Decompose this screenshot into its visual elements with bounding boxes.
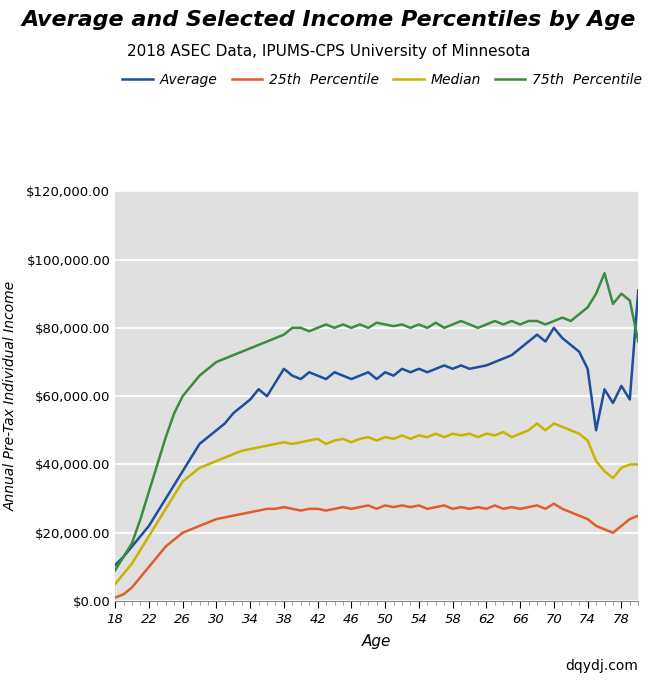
Average — [255, 385, 263, 393]
Y-axis label: Annual Pre-Tax Individual Income: Annual Pre-Tax Individual Income — [4, 281, 18, 511]
25th  Percentile — [272, 505, 280, 513]
75th  Percentile — [372, 318, 380, 327]
25th  Percentile — [255, 507, 263, 515]
75th  Percentile — [626, 296, 634, 305]
Text: Average and Selected Income Percentiles by Age: Average and Selected Income Percentiles … — [22, 10, 636, 30]
75th  Percentile — [255, 341, 263, 349]
Median — [272, 440, 280, 448]
Average — [474, 363, 482, 372]
Average — [272, 378, 280, 387]
Median — [533, 419, 541, 428]
75th  Percentile — [356, 320, 364, 329]
75th  Percentile — [601, 269, 609, 277]
Legend: Average, 25th  Percentile, Median, 75th  Percentile: Average, 25th Percentile, Median, 75th P… — [117, 67, 647, 92]
Average — [356, 372, 364, 380]
Average — [111, 561, 119, 570]
25th  Percentile — [356, 503, 364, 511]
Median — [111, 580, 119, 588]
25th  Percentile — [372, 505, 380, 513]
Line: 25th  Percentile: 25th Percentile — [115, 504, 638, 598]
Median — [474, 433, 482, 441]
Median — [634, 460, 642, 469]
25th  Percentile — [634, 512, 642, 520]
Line: Median: Median — [115, 423, 638, 584]
25th  Percentile — [474, 503, 482, 511]
75th  Percentile — [474, 324, 482, 332]
Line: Average: Average — [115, 290, 638, 566]
Median — [356, 434, 364, 443]
X-axis label: Age: Age — [362, 635, 392, 649]
25th  Percentile — [111, 594, 119, 602]
25th  Percentile — [550, 500, 558, 508]
Line: 75th  Percentile: 75th Percentile — [115, 273, 638, 570]
Median — [626, 460, 634, 469]
75th  Percentile — [634, 337, 642, 346]
75th  Percentile — [272, 334, 280, 342]
75th  Percentile — [111, 566, 119, 574]
Average — [634, 286, 642, 294]
Average — [626, 395, 634, 404]
Median — [372, 436, 380, 445]
Average — [372, 375, 380, 383]
Text: 2018 ASEC Data, IPUMS-CPS University of Minnesota: 2018 ASEC Data, IPUMS-CPS University of … — [127, 44, 531, 59]
Median — [255, 443, 263, 451]
25th  Percentile — [626, 515, 634, 523]
Text: dqydj.com: dqydj.com — [565, 659, 638, 673]
